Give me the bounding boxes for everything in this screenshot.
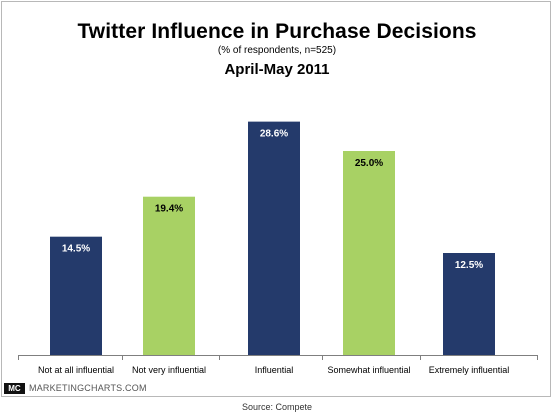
brand-logo-badge: MC (4, 383, 25, 394)
bar (343, 151, 395, 355)
x-tick-label: Influential (255, 365, 294, 375)
bar (248, 121, 300, 356)
chart-title: Twitter Influence in Purchase Decisions (77, 20, 477, 43)
brand-name: MARKETINGCHARTS.COM (29, 383, 147, 393)
x-tick-label: Not at all influential (38, 365, 114, 375)
bar (50, 236, 102, 355)
chart-subtitle: (% of respondents, n=525) (217, 45, 337, 56)
bar (143, 196, 195, 355)
source-note: Source: Compete (241, 402, 313, 412)
x-tick-label: Somewhat influential (327, 365, 410, 375)
data-label: 14.5% (62, 244, 90, 255)
data-label: 28.6% (260, 129, 288, 140)
x-tick-label: Not very influential (132, 365, 206, 375)
data-label: 19.4% (155, 204, 183, 215)
data-label: 25.0% (355, 158, 383, 169)
data-label: 12.5% (455, 260, 483, 271)
x-tick-label: Extremely influential (429, 365, 510, 375)
bar (443, 253, 495, 355)
chart-period: April-May 2011 (224, 61, 330, 78)
